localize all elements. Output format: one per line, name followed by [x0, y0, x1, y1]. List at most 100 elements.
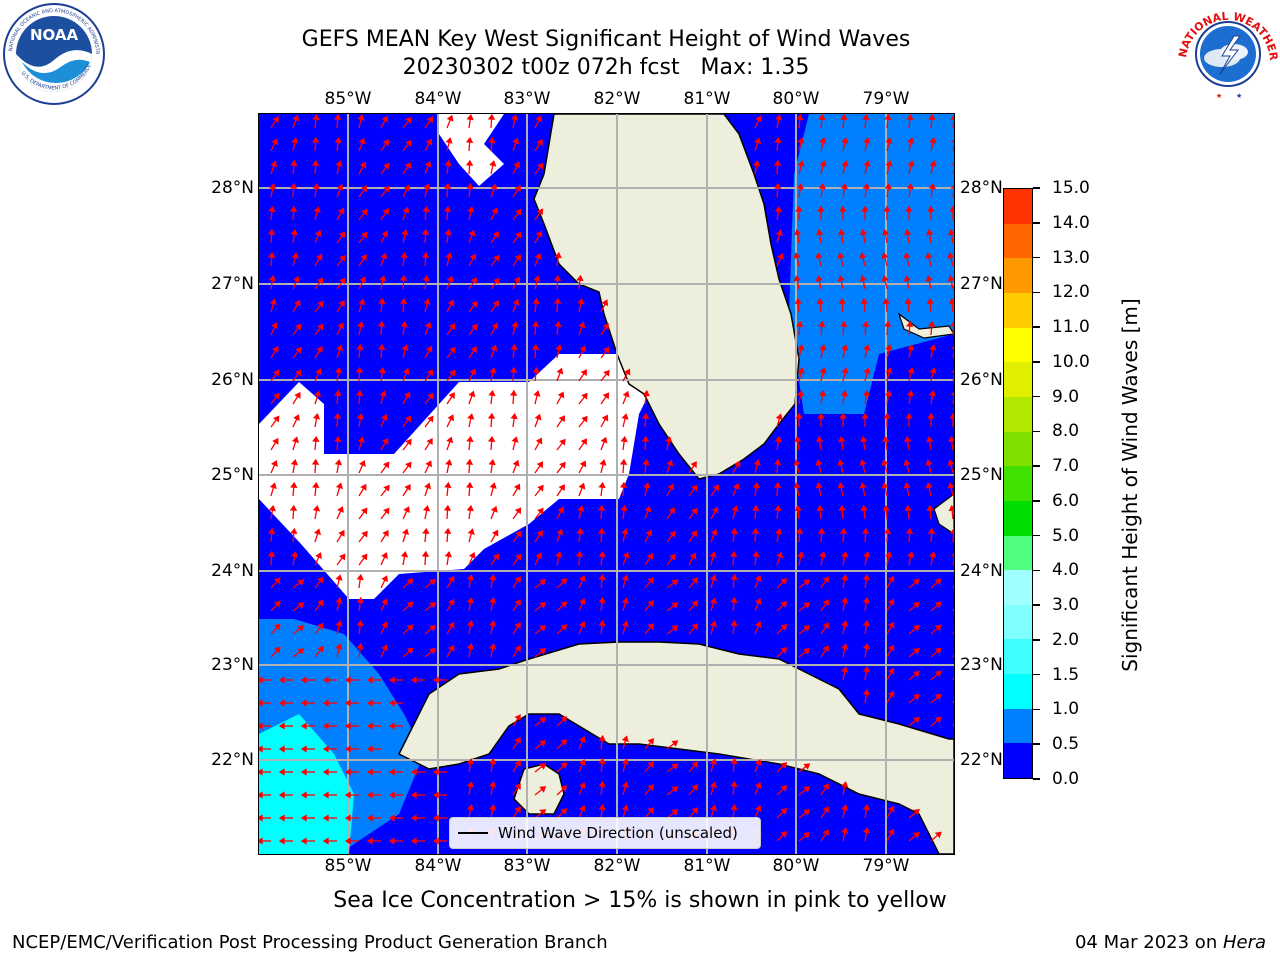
wind-wave-arrow [314, 118, 317, 129]
wind-wave-arrowhead [382, 437, 389, 445]
lat-label-left: 25°N [211, 465, 254, 485]
wind-wave-arrowhead [555, 344, 563, 351]
wind-wave-arrowhead [560, 762, 568, 769]
wind-wave-arrowhead [598, 734, 606, 742]
wind-wave-arrow [534, 371, 537, 382]
wind-wave-arrow [578, 442, 585, 451]
wind-wave-arrow [754, 509, 757, 520]
wind-wave-arrow [270, 303, 275, 313]
wind-wave-arrow [666, 789, 675, 796]
footer-date-text: 04 Mar 2023 on [1074, 932, 1223, 953]
wind-wave-arrow [490, 625, 494, 635]
wind-wave-arrow [952, 167, 954, 175]
wind-wave-arrowhead [951, 162, 954, 166]
wind-wave-arrow [776, 627, 784, 635]
wind-wave-arrowhead [509, 389, 518, 396]
wind-wave-arrow [710, 510, 716, 520]
wind-wave-arrowhead [818, 114, 826, 121]
wind-wave-arrow [864, 579, 868, 589]
wind-wave-arrow [930, 604, 939, 612]
wind-wave-arrowhead [839, 412, 847, 419]
wind-wave-arrow [841, 509, 844, 520]
wind-wave-arrowhead [404, 162, 411, 170]
wind-wave-arrow [292, 486, 295, 497]
colorbar-label: 12.0 [1052, 282, 1090, 303]
wind-wave-arrow [754, 809, 760, 819]
wind-wave-arrow [468, 141, 471, 152]
wind-wave-arrowhead [404, 415, 412, 423]
wind-wave-arrow [556, 465, 563, 474]
wind-wave-arrow [908, 395, 912, 405]
wind-wave-arrowhead [334, 458, 343, 466]
wind-wave-arrow [864, 671, 868, 681]
wind-wave-arrowhead [560, 624, 568, 631]
wind-wave-arrowhead [795, 412, 803, 419]
colorbar-label: 8.0 [1052, 421, 1080, 442]
wind-wave-arrow [842, 556, 846, 566]
wind-wave-arrowhead [752, 481, 760, 489]
wind-wave-arrowhead [817, 205, 825, 212]
wind-wave-arrow [796, 464, 800, 474]
wind-wave-arrow [468, 281, 475, 290]
wind-wave-arrowhead [775, 229, 783, 237]
wind-wave-arrowhead [447, 299, 455, 307]
wind-wave-arrow [644, 741, 652, 750]
wind-wave-arrowhead [427, 415, 434, 423]
wind-wave-arrowhead [466, 504, 474, 512]
wind-wave-arrow [732, 555, 735, 566]
wind-wave-arrowhead [312, 481, 320, 489]
wind-wave-arrowhead [883, 527, 892, 534]
wind-wave-arrow [908, 325, 911, 336]
wind-wave-arrowhead [466, 757, 475, 765]
wind-wave-arrow [885, 509, 888, 520]
wind-wave-arrowhead [951, 346, 954, 350]
wind-wave-arrowhead [691, 577, 699, 585]
wind-wave-arrowhead [489, 620, 497, 627]
wind-wave-arrowhead [671, 740, 679, 747]
wind-wave-arrow [886, 142, 890, 152]
wind-wave-arrowhead [535, 230, 543, 238]
wind-wave-arrowhead [580, 369, 587, 377]
wind-wave-arrowhead [775, 114, 783, 121]
colorbar [1003, 188, 1033, 779]
colorbar-label: 5.0 [1052, 525, 1080, 546]
wind-wave-arrow [534, 788, 543, 796]
wind-wave-arrowhead [425, 345, 433, 353]
lon-label-bottom: 82°W [593, 856, 641, 876]
wind-wave-arrowhead [388, 722, 395, 730]
wind-wave-arrow [292, 327, 299, 336]
wind-wave-arrowhead [862, 665, 870, 673]
wind-wave-arrow [512, 511, 519, 520]
wind-wave-arrowhead [841, 597, 849, 604]
wind-wave-arrow [688, 556, 694, 566]
wind-wave-arrowhead [445, 137, 453, 144]
wind-wave-arrow [424, 604, 433, 612]
wind-wave-arrow [798, 581, 807, 589]
wind-wave-arrowhead [379, 275, 387, 282]
wind-wave-arrowhead [468, 390, 476, 398]
wind-wave-arrowhead [382, 139, 390, 147]
wind-wave-arrowhead [885, 367, 893, 374]
wind-wave-arrowhead [356, 619, 364, 627]
wind-wave-arrow [600, 578, 603, 589]
wind-wave-arrowhead [511, 436, 519, 443]
wind-wave-arrowhead [432, 814, 439, 822]
wind-wave-arrow [336, 235, 343, 244]
wind-wave-arrowhead [487, 114, 496, 120]
wind-wave-arrow [842, 579, 846, 589]
wind-wave-arrowhead [446, 436, 454, 444]
colorbar-segment [1004, 674, 1032, 709]
wind-wave-arrow [556, 556, 560, 566]
title-line-1: GEFS MEAN Key West Significant Height of… [301, 27, 911, 52]
wind-wave-arrow [906, 487, 910, 497]
wind-wave-arrowhead [642, 458, 650, 466]
wind-wave-arrowhead [840, 320, 848, 327]
wind-wave-arrowhead [862, 826, 870, 834]
wind-wave-arrow [490, 557, 497, 566]
wind-wave-arrow [380, 511, 387, 520]
wind-wave-arrowhead [819, 344, 827, 351]
wind-wave-arrow [468, 418, 472, 428]
wind-wave-arrowhead [312, 182, 320, 190]
wind-wave-arrowhead [447, 414, 455, 422]
wind-wave-arrow [886, 556, 890, 566]
